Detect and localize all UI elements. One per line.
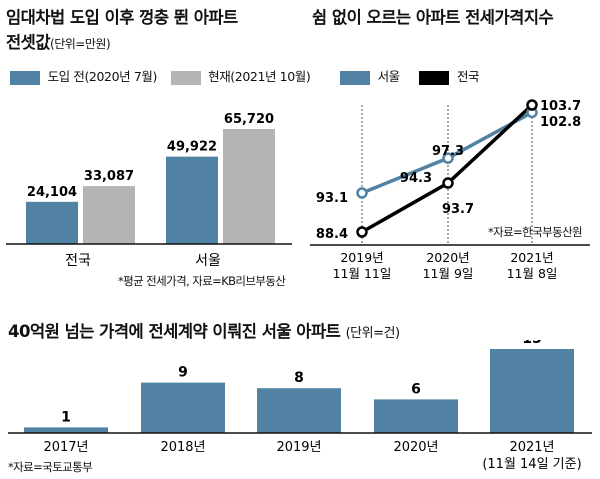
- category-2021: 2021년: [509, 440, 554, 455]
- legend-label-before: 도입 전(2020년 7월): [47, 69, 158, 84]
- x-label-2021-line2: 11월 8일: [507, 266, 558, 281]
- value-2019: 8: [294, 370, 304, 386]
- value-2021: 15: [522, 340, 541, 347]
- label-seoul-2019: 93.1: [316, 191, 348, 206]
- category-2021-note: (11월 14일 기준): [482, 457, 581, 472]
- x-label-2019-line1: 2019년: [340, 250, 383, 265]
- x-label-2021-line1: 2021년: [510, 250, 553, 265]
- chart1-note: *평균 전세가격, 자료=KB리브부동산: [118, 274, 286, 288]
- legend-label-now: 현재(2021년 10월): [208, 69, 311, 84]
- chart3-note: *자료=국토교통부: [8, 460, 93, 474]
- label-seoul-before: 49,922: [167, 140, 217, 155]
- x-label-2020-line2: 11월 9일: [423, 266, 474, 281]
- chart3-plot: 1 9 8 6 15 2017년 2018년 2019년 2020년 2021년…: [8, 340, 592, 472]
- bar-seoul-before: [166, 156, 218, 244]
- legend-label-seoul: 서울: [377, 69, 401, 84]
- category-2020: 2020년: [393, 440, 438, 455]
- point-nationwide-2021: [526, 99, 538, 111]
- point-seoul-2020: [442, 152, 454, 164]
- chart2-plot: 93.1 97.3 102.8 88.4 94.3 93.7 103.7 201…: [310, 99, 590, 281]
- bar-2017: [24, 427, 108, 433]
- label-nationwide-2019: 88.4: [316, 227, 348, 242]
- bar-nationwide-before: [26, 201, 78, 244]
- x-label-2019-line2: 11월 11일: [333, 266, 392, 281]
- bar-nationwide-now: [83, 186, 135, 244]
- chart1-legend: 도입 전(2020년 7월) 현재(2021년 10월): [10, 66, 311, 85]
- legend-swatch-now: [170, 70, 201, 85]
- label-seoul-2020: 97.3: [432, 144, 464, 159]
- chart3-unit: (단위=건): [345, 326, 400, 341]
- value-2018: 9: [178, 365, 188, 381]
- label-seoul-now: 65,720: [224, 112, 274, 127]
- chart2-title: 쉼 없이 오르는 아파트 전세가격지수: [312, 8, 554, 27]
- legend-swatch-before: [10, 70, 40, 85]
- label-nationwide-now: 33,087: [84, 169, 134, 184]
- chart1-title-line2: 전셋값(단위=만원): [6, 33, 111, 54]
- chart1-plot: 24,104 33,087 49,922 65,720 전국 서울: [6, 112, 292, 269]
- bar-2020: [374, 399, 458, 433]
- category-nationwide: 전국: [65, 253, 91, 269]
- legend-label-nationwide: 전국: [456, 69, 480, 84]
- value-2017: 1: [61, 409, 71, 425]
- label-nationwide-before: 24,104: [27, 185, 77, 200]
- category-2019: 2019년: [276, 440, 321, 455]
- point-seoul-2019: [356, 187, 368, 199]
- label-nationwide-2020: 94.3: [400, 171, 432, 186]
- legend-swatch-nationwide: [419, 70, 450, 85]
- chart1-title-2: 전셋값: [6, 33, 51, 52]
- legend-swatch-seoul: [340, 70, 370, 85]
- label-seoul-2021: 102.8: [540, 115, 581, 130]
- bar-2018: [141, 382, 225, 433]
- label-extra-937: 93.7: [442, 202, 474, 217]
- bar-2019: [257, 388, 341, 433]
- category-2017: 2017년: [43, 440, 88, 455]
- category-2018: 2018년: [160, 440, 205, 455]
- chart3-title-line: 40억원 넘는 가격에 전세계약 이뤄진 서울 아파트 (단위=건): [8, 322, 400, 344]
- chart2-legend: 서울 전국: [340, 66, 480, 85]
- bar-2021: [490, 349, 574, 433]
- value-2020: 6: [411, 381, 421, 397]
- chart1-unit: (단위=만원): [50, 37, 111, 51]
- x-label-2020-line1: 2020년: [426, 250, 469, 265]
- chart2-note: *자료=한국부동산원: [488, 225, 583, 239]
- bar-seoul-now: [223, 129, 275, 244]
- point-nationwide-2020: [442, 177, 454, 189]
- chart1-title: 임대차법 도입 이후 껑충 뛴 아파트: [6, 8, 238, 27]
- chart3-title: 40억원 넘는 가격에 전세계약 이뤄진 서울 아파트: [8, 322, 341, 341]
- category-seoul: 서울: [195, 253, 221, 269]
- label-nationwide-2021: 103.7: [540, 99, 581, 114]
- point-nationwide-2019: [356, 226, 368, 238]
